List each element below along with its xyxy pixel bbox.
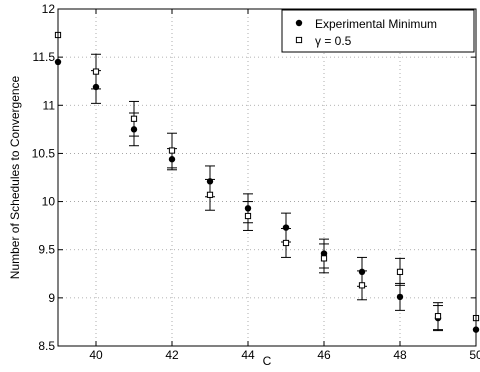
error-bars [91, 53, 443, 332]
point-experimental-minimum [244, 205, 252, 212]
legend-label: γ = 0.5 [315, 34, 352, 48]
point-experimental-minimum [168, 156, 176, 163]
point-experimental-minimum [396, 293, 404, 301]
point-gamma-0-5 [282, 239, 290, 247]
x-tick-label: 50 [469, 348, 480, 362]
y-tick-label: 11.5 [33, 50, 56, 64]
point-gamma-0-5 [244, 212, 252, 220]
x-tick-label: 46 [317, 348, 331, 362]
point-gamma-0-5 [206, 191, 214, 198]
y-tick-label: 10 [42, 195, 56, 209]
data-markers [54, 31, 480, 333]
y-tick-label: 9 [48, 291, 55, 305]
legend-box [281, 9, 475, 53]
x-tick-label: 42 [165, 348, 179, 362]
x-tick-label: 44 [241, 348, 255, 362]
point-experimental-minimum [358, 268, 366, 276]
y-tick-label: 10.5 [32, 146, 56, 160]
point-gamma-0-5 [358, 282, 366, 289]
point-gamma-0-5 [92, 68, 100, 75]
y-tick-label: 11 [43, 98, 56, 112]
point-gamma-0-5 [396, 268, 404, 275]
tick-labels: 40 42 44 46 48 50 8.5 9 9.5 10 10.5 11 11.5 12 [32, 2, 480, 362]
point-gamma-0-5 [130, 115, 138, 122]
y-axis-label: Number of Schedules to Convergence [8, 75, 22, 279]
y-tick-label: 12 [42, 2, 56, 16]
legend-marker [295, 36, 303, 44]
legend-label: Experimental Minimum [315, 17, 437, 31]
grid [58, 8, 477, 347]
point-gamma-0-5 [168, 147, 176, 154]
point-experimental-minimum [206, 178, 214, 185]
point-experimental-minimum [320, 250, 328, 257]
x-tick-label: 40 [89, 348, 103, 362]
x-axis-label: C [263, 354, 272, 368]
y-tick-label: 8.5 [38, 339, 55, 353]
x-tick-label: 48 [393, 348, 407, 362]
legend-marker [295, 19, 303, 27]
axis-ticks [58, 8, 477, 347]
point-gamma-0-5 [320, 255, 328, 262]
point-experimental-minimum [130, 126, 138, 133]
point-gamma-0-5 [434, 313, 442, 320]
plot-frame [57, 8, 477, 347]
point-experimental-minimum [92, 83, 100, 91]
point-experimental-minimum [282, 224, 290, 231]
legend: Experimental Minimum γ = 0.5 [281, 9, 475, 53]
y-tick-label: 9.5 [38, 243, 55, 257]
